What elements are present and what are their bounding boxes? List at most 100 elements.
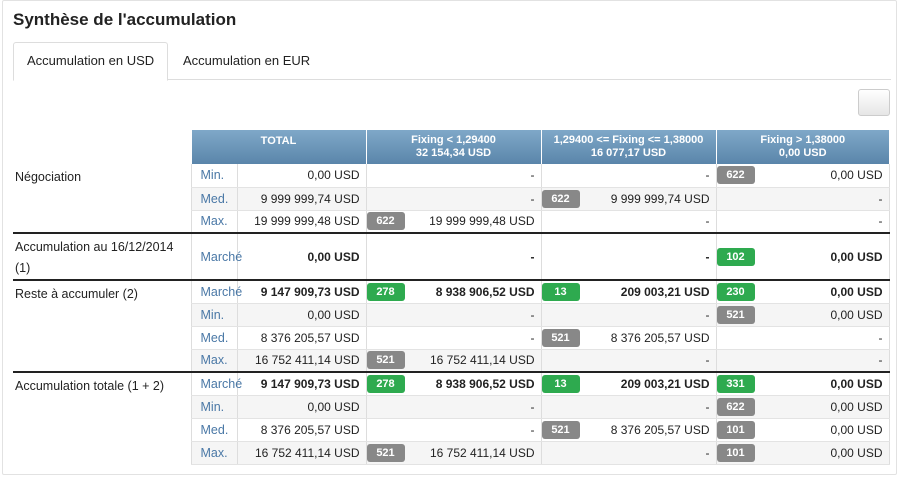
value-cell-content: -: [367, 168, 535, 182]
value-cell-c1: -: [366, 187, 542, 211]
header-blank: [13, 130, 191, 164]
value-cell-c1: 521 16 752 411,14 USD: [366, 349, 542, 373]
value-cell-content: 278 8 938 906,52 USD: [366, 374, 535, 393]
count-badge[interactable]: 521: [541, 328, 580, 347]
value-cell-c3: 521 0,00 USD: [716, 303, 890, 327]
value-cell-content: -: [717, 353, 883, 367]
value-cell-content: -: [717, 192, 883, 206]
table-row: Max. 19 999 999,48 USD 622 19 999 999,48 US…: [13, 210, 890, 234]
value-cell-content: -: [542, 446, 710, 460]
table-row: Accumulation au 16/12/2014 (1) Marché 0,00…: [13, 232, 890, 281]
count-badge[interactable]: 521: [716, 305, 755, 324]
total-value: 8 376 205,57 USD: [237, 418, 367, 442]
cell-value: -: [530, 330, 535, 345]
total-value: 16 752 411,14 USD: [237, 441, 367, 465]
row-name: Max.: [190, 349, 238, 373]
count-badge[interactable]: 278: [366, 374, 405, 393]
cell-value: -: [705, 353, 710, 368]
cell-value: -: [530, 249, 535, 264]
header-total: TOTAL: [190, 130, 366, 164]
tab-usd[interactable]: Accumulation en USD: [13, 42, 169, 81]
table-row: Med. 8 376 205,57 USD -521 8 376 205,57 USD…: [13, 418, 890, 442]
value-cell-c3: 230 0,00 USD: [716, 279, 890, 304]
table-body: Négociation Min. 0,00 USD - -622 0,00 USD Med.…: [13, 164, 890, 465]
value-cell-content: 622 9 999 999,74 USD: [541, 189, 710, 208]
count-badge[interactable]: 13: [541, 374, 580, 393]
row-name: Med.: [190, 187, 238, 211]
value-cell-c1: -: [366, 418, 542, 442]
cell-value: 209 003,21 USD: [620, 376, 710, 391]
count-badge[interactable]: 622: [541, 189, 580, 208]
value-cell-content: -: [542, 400, 710, 414]
count-badge[interactable]: 101: [716, 443, 755, 462]
section-label: Accumulation au 16/12/2014 (1): [13, 232, 191, 280]
cell-value: -: [878, 191, 883, 206]
value-cell-c1: -: [366, 303, 542, 327]
count-badge[interactable]: 622: [716, 397, 755, 416]
value-cell-c2: -: [541, 441, 717, 465]
count-badge[interactable]: 521: [366, 351, 405, 370]
value-cell-content: -: [542, 250, 710, 264]
row-name: Max.: [190, 441, 238, 465]
cell-value: 8 938 906,52 USD: [435, 376, 535, 391]
section-label: Reste à accumuler (2): [13, 279, 191, 372]
cell-value: 0,00 USD: [830, 168, 883, 183]
section-label: Accumulation totale (1 + 2): [13, 371, 191, 464]
tab-eur[interactable]: Accumulation en EUR: [183, 53, 311, 68]
header-col3: Fixing > 1,38000 0,00 USD: [715, 130, 889, 164]
count-badge[interactable]: 102: [716, 247, 755, 266]
count-badge[interactable]: 331: [716, 374, 755, 393]
total-value: 16 752 411,14 USD: [237, 349, 367, 373]
row-name: Min.: [190, 303, 238, 327]
cell-value: 16 752 411,14 USD: [429, 353, 535, 368]
cell-value: -: [705, 249, 710, 264]
count-badge[interactable]: 622: [366, 212, 405, 231]
cell-value: 9 999 999,74 USD: [610, 191, 710, 206]
header-col3-amount: 0,00 USD: [778, 147, 827, 159]
value-cell-c2: 13 209 003,21 USD: [541, 371, 717, 396]
header-col1-amount: 32 154,34 USD: [415, 147, 492, 159]
total-value: 19 999 999,48 USD: [237, 210, 367, 234]
cell-value: -: [530, 307, 535, 322]
value-cell-content: -: [542, 168, 710, 182]
value-cell-c3: 101 0,00 USD: [716, 418, 890, 442]
table-row: Med. 9 999 999,74 USD -622 9 999 999,74 USD…: [13, 187, 890, 211]
count-badge[interactable]: 230: [716, 282, 755, 301]
tab-bar: Accumulation en USD Accumulation en EUR: [13, 42, 891, 81]
value-cell-content: 101 0,00 USD: [716, 420, 883, 439]
value-cell-c1: 278 8 938 906,52 USD: [366, 371, 542, 396]
count-badge[interactable]: 622: [716, 166, 755, 185]
cell-value: -: [705, 399, 710, 414]
table-row: Max. 16 752 411,14 USD 521 16 752 411,14 US…: [13, 441, 890, 465]
count-badge[interactable]: 278: [366, 282, 405, 301]
value-cell-c3: -: [716, 210, 890, 234]
value-cell-content: 521 16 752 411,14 USD: [366, 351, 535, 370]
value-cell-c1: -: [366, 232, 542, 281]
value-cell-c3: 102 0,00 USD: [716, 232, 890, 281]
cell-value: -: [530, 168, 535, 183]
cell-value: -: [878, 330, 883, 345]
cell-value: 0,00 USD: [830, 445, 883, 460]
count-badge[interactable]: 101: [716, 420, 755, 439]
value-cell-content: -: [717, 214, 883, 228]
row-name: Marché: [190, 371, 242, 396]
header-row: TOTAL Fixing < 1,29400 32 154,34 USD 1,29…: [13, 130, 889, 164]
cell-value: -: [705, 307, 710, 322]
value-cell-c1: -: [366, 164, 542, 188]
value-cell-content: 102 0,00 USD: [716, 247, 883, 266]
value-cell-c3: -: [716, 187, 890, 211]
value-cell-content: 521 8 376 205,57 USD: [541, 420, 710, 439]
value-cell-content: -: [367, 331, 535, 345]
cell-value: -: [705, 445, 710, 460]
cell-value: -: [705, 214, 710, 229]
total-value: 9 147 909,73 USD: [237, 371, 367, 396]
cell-value: 16 752 411,14 USD: [429, 445, 535, 460]
count-badge[interactable]: 13: [541, 282, 580, 301]
count-badge[interactable]: 521: [541, 420, 580, 439]
cell-value: 19 999 999,48 USD: [429, 214, 535, 229]
value-cell-content: 13 209 003,21 USD: [541, 282, 710, 301]
options-button[interactable]: [858, 89, 890, 116]
cell-value: 0,00 USD: [830, 376, 883, 391]
count-badge[interactable]: 521: [366, 443, 405, 462]
value-cell-c3: 622 0,00 USD: [716, 164, 890, 188]
